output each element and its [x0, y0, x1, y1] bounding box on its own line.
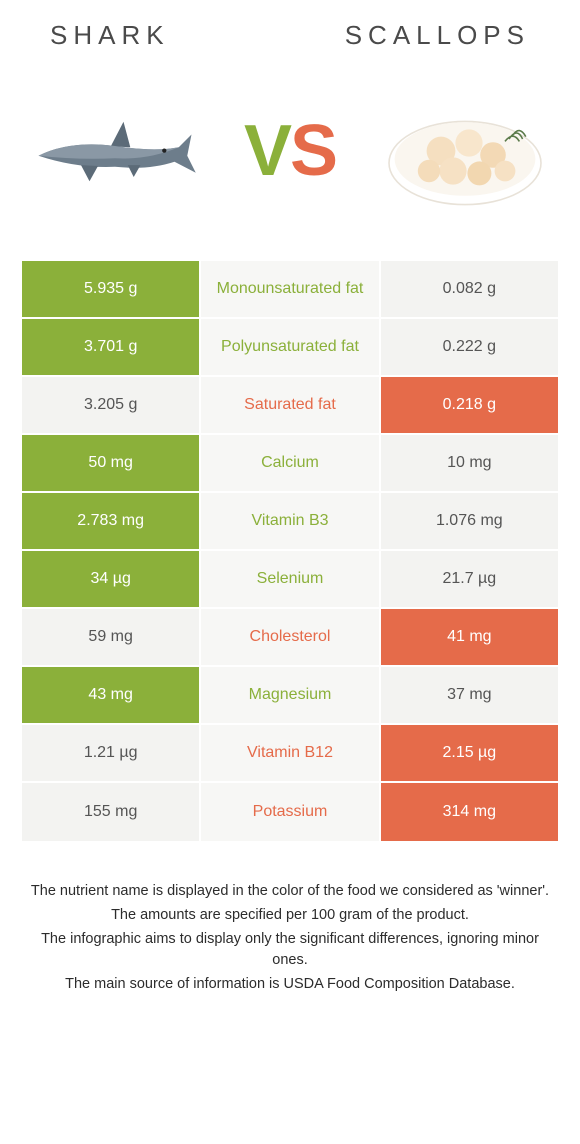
nutrient-label: Potassium [201, 783, 380, 841]
left-value: 1.21 µg [22, 725, 201, 781]
footer-notes: The nutrient name is displayed in the co… [0, 841, 580, 996]
right-value: 0.222 g [381, 319, 558, 375]
shark-image [30, 81, 200, 221]
left-value: 155 mg [22, 783, 201, 841]
nutrient-label: Vitamin B12 [201, 725, 380, 781]
right-value: 0.082 g [381, 261, 558, 317]
left-value: 3.701 g [22, 319, 201, 375]
footer-line-1: The nutrient name is displayed in the co… [30, 881, 550, 903]
comparison-table: 5.935 gMonounsaturated fat0.082 g3.701 g… [0, 261, 580, 841]
table-row: 3.701 gPolyunsaturated fat0.222 g [22, 319, 558, 377]
shark-icon [30, 109, 200, 194]
left-food-title: SHARK [50, 20, 170, 51]
footer-line-4: The main source of information is USDA F… [30, 974, 550, 996]
left-value: 50 mg [22, 435, 201, 491]
left-value: 34 µg [22, 551, 201, 607]
table-row: 1.21 µgVitamin B122.15 µg [22, 725, 558, 783]
left-value: 3.205 g [22, 377, 201, 433]
right-value: 2.15 µg [381, 725, 558, 781]
right-value: 37 mg [381, 667, 558, 723]
nutrient-label: Polyunsaturated fat [201, 319, 380, 375]
nutrient-label: Cholesterol [201, 609, 380, 665]
right-value: 1.076 mg [381, 493, 558, 549]
right-value: 0.218 g [381, 377, 558, 433]
vs-label: VS [244, 110, 336, 192]
nutrient-label: Vitamin B3 [201, 493, 380, 549]
vs-s: S [290, 111, 336, 191]
scallops-image [380, 81, 550, 221]
left-value: 59 mg [22, 609, 201, 665]
right-food-title: SCALLOPS [345, 20, 530, 51]
table-row: 59 mgCholesterol41 mg [22, 609, 558, 667]
left-value: 5.935 g [22, 261, 201, 317]
header: SHARK SCALLOPS [0, 0, 580, 61]
table-row: 2.783 mgVitamin B31.076 mg [22, 493, 558, 551]
right-value: 21.7 µg [381, 551, 558, 607]
right-value: 41 mg [381, 609, 558, 665]
nutrient-label: Calcium [201, 435, 380, 491]
table-row: 3.205 gSaturated fat0.218 g [22, 377, 558, 435]
left-value: 43 mg [22, 667, 201, 723]
nutrient-label: Saturated fat [201, 377, 380, 433]
hero: VS [0, 61, 580, 261]
vs-v: V [244, 111, 290, 191]
left-value: 2.783 mg [22, 493, 201, 549]
table-row: 34 µgSelenium21.7 µg [22, 551, 558, 609]
table-row: 50 mgCalcium10 mg [22, 435, 558, 493]
footer-line-3: The infographic aims to display only the… [30, 929, 550, 973]
footer-line-2: The amounts are specified per 100 gram o… [30, 905, 550, 927]
nutrient-label: Selenium [201, 551, 380, 607]
table-row: 43 mgMagnesium37 mg [22, 667, 558, 725]
scallops-icon [385, 95, 545, 207]
right-value: 10 mg [381, 435, 558, 491]
table-row: 5.935 gMonounsaturated fat0.082 g [22, 261, 558, 319]
nutrient-label: Monounsaturated fat [201, 261, 380, 317]
nutrient-label: Magnesium [201, 667, 380, 723]
right-value: 314 mg [381, 783, 558, 841]
table-row: 155 mgPotassium314 mg [22, 783, 558, 841]
